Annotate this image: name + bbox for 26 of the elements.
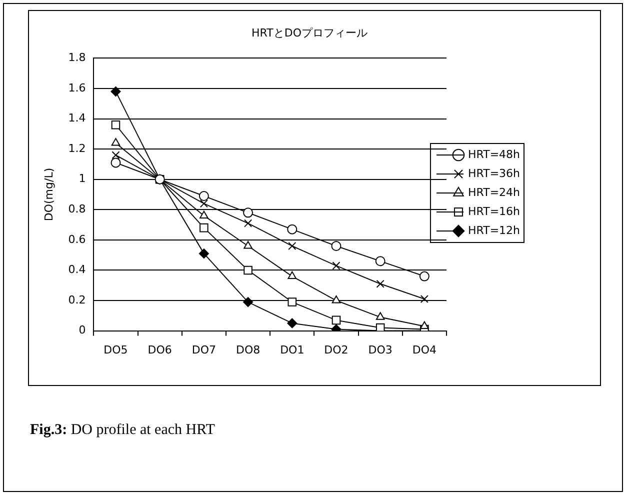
x-tick-label: DO5	[104, 343, 128, 356]
legend-label: HRT=12h	[468, 224, 520, 237]
y-tick-label: 1.4	[68, 112, 86, 125]
y-tick-label: 0.6	[68, 232, 86, 246]
legend-label: HRT=48h	[468, 148, 520, 161]
y-tick-label: 0.8	[68, 202, 86, 216]
y-tick-label: 0.4	[68, 263, 86, 276]
y-tick-label: 1.6	[68, 81, 86, 94]
y-tick-label: 1	[78, 172, 86, 186]
legend-label: HRT=24h	[468, 186, 520, 199]
y-tick-label: 0.2	[68, 293, 86, 306]
y-tick-label: 1.8	[68, 51, 86, 64]
legend-label: HRT=36h	[468, 166, 520, 180]
legend-label: HRT=16h	[468, 204, 520, 218]
x-tick-label: DO7	[192, 343, 216, 356]
y-tick-label: 1.2	[68, 142, 86, 155]
y-axis-title: DO(mg/L)	[42, 168, 56, 222]
x-tick-label: DO3	[368, 343, 392, 356]
x-tick-label: DO1	[280, 343, 304, 356]
y-tick-label: 0	[78, 324, 86, 337]
x-tick-label: DO8	[236, 343, 260, 356]
caption: Fig.3: DO profile at each HRT	[30, 422, 215, 439]
chart-title: HRTとDOプロフィール	[252, 26, 368, 40]
x-tick-label: DO2	[324, 343, 348, 356]
x-tick-label: DO6	[148, 343, 172, 356]
x-tick-label: DO4	[412, 343, 436, 356]
